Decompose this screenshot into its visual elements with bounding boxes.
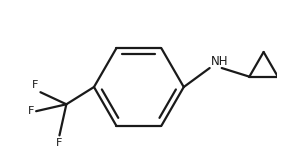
- Text: F: F: [28, 106, 35, 116]
- Text: NH: NH: [211, 55, 228, 68]
- Text: F: F: [56, 138, 63, 148]
- Text: F: F: [32, 80, 39, 91]
